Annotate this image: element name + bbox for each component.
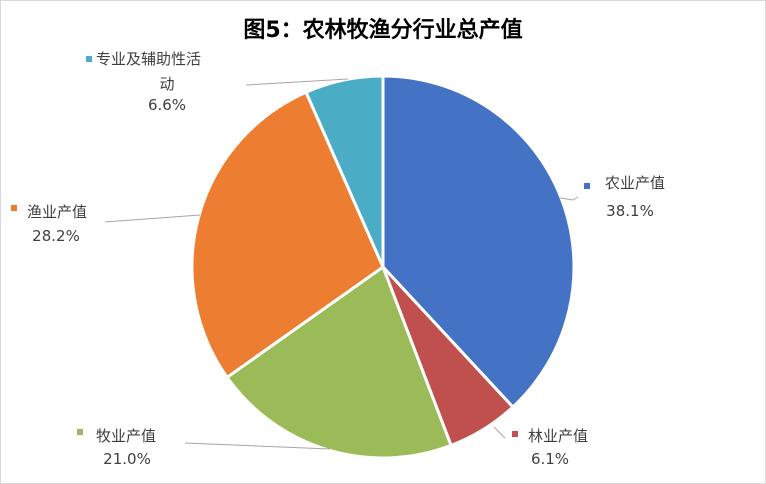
pie-slice (381, 74, 576, 410)
slice-category-label: 渔业产值 (27, 203, 87, 221)
slice-category-label-line2: 动 (159, 75, 174, 93)
chart-title: 图5：农林牧渔分行业总产值 (243, 18, 523, 43)
pie-slice (190, 90, 385, 380)
leader-line (245, 78, 349, 86)
pie-slice (304, 74, 385, 268)
slice-percent-label: 6.1% (531, 450, 569, 468)
slice-percent-label: 21.0% (103, 450, 151, 468)
legend-marker (11, 205, 17, 211)
leader-line (104, 214, 201, 223)
slice-category-label: 农业产值 (605, 174, 665, 192)
leader-line (493, 426, 506, 439)
slice-percent-label: 28.2% (32, 227, 80, 245)
leader-line (184, 442, 331, 450)
legend-marker (77, 429, 83, 435)
slice-category-label: 牧业产值 (96, 427, 156, 445)
slice-percent-label: 38.1% (606, 202, 654, 220)
legend-marker (86, 56, 92, 62)
legend-marker (584, 183, 590, 189)
slice-category-label: 林业产值 (528, 427, 588, 445)
leader-line (559, 196, 579, 201)
slice-category-label: 专业及辅助性活 (96, 50, 201, 68)
slice-percent-label: 6.6% (148, 96, 186, 114)
legend-marker (512, 431, 518, 437)
pie-slice (224, 264, 454, 460)
